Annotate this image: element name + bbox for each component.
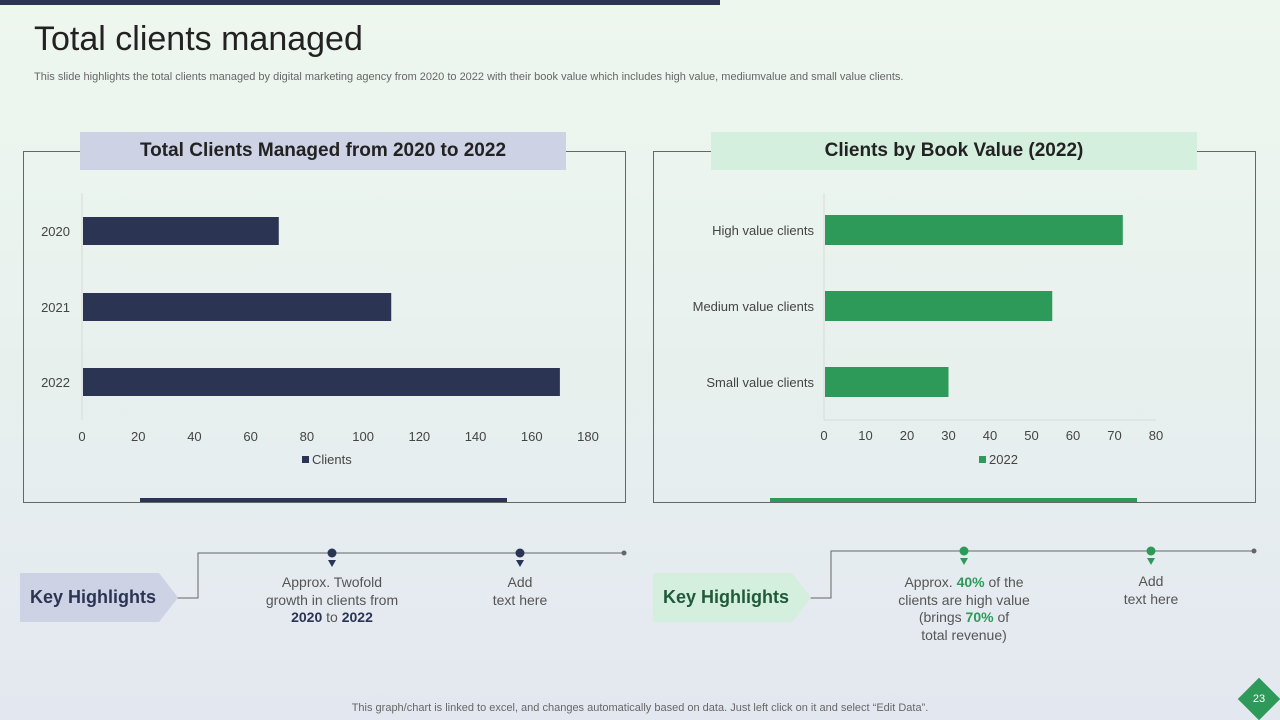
bar-small-value-clients	[825, 367, 949, 397]
x-tick-label: 60	[1066, 428, 1080, 443]
right-marker-2	[1146, 546, 1156, 565]
left-highlight-2: Add text here	[492, 574, 548, 608]
left-chart-title: Total Clients Managed from 2020 to 2022	[80, 132, 566, 170]
category-label: 2022	[41, 375, 70, 390]
x-tick-label: 0	[820, 428, 827, 443]
bar-high-value-clients	[825, 215, 1123, 245]
x-tick-label: 30	[941, 428, 955, 443]
left-marker-1	[327, 548, 337, 567]
left-highlight-1: Approx. Twofold growth in clients from 2…	[265, 574, 399, 625]
x-tick-label: 80	[300, 429, 314, 444]
right-highlight-1: Approx. 40% of the clients are high valu…	[898, 574, 1030, 643]
right-chart-title: Clients by Book Value (2022)	[711, 132, 1197, 170]
x-tick-label: 20	[131, 429, 145, 444]
bar-medium-value-clients	[825, 291, 1053, 321]
page-title: Total clients managed	[34, 20, 363, 58]
bar-2021	[83, 293, 392, 321]
x-tick-label: 40	[187, 429, 201, 444]
x-tick-label: 50	[1024, 428, 1038, 443]
x-tick-label: 70	[1107, 428, 1121, 443]
x-tick-label: 60	[243, 429, 257, 444]
top-accent-bar	[0, 0, 720, 5]
x-tick-label: 100	[352, 429, 374, 444]
category-label: 2021	[41, 300, 70, 315]
x-tick-label: 0	[78, 429, 85, 444]
key-highlights-left-label: Key Highlights	[20, 573, 178, 622]
category-label: 2020	[41, 224, 70, 239]
bar-2020	[83, 217, 279, 245]
x-tick-label: 40	[983, 428, 997, 443]
x-tick-label: 10	[858, 428, 872, 443]
page-number: 23	[1252, 693, 1266, 705]
left-timeline	[175, 552, 624, 599]
left-panel-underline	[140, 498, 507, 502]
right-marker-1	[959, 546, 969, 565]
legend-swatch	[302, 456, 309, 463]
right-highlight-2: Add text here	[1123, 573, 1179, 607]
left-timeline-end-dot	[621, 550, 627, 556]
right-timeline-end-dot	[1251, 548, 1257, 554]
category-label: Medium value clients	[693, 299, 815, 314]
footer-note: This graph/chart is linked to excel, and…	[351, 702, 929, 714]
x-tick-label: 120	[408, 429, 430, 444]
bar-2022	[83, 368, 560, 396]
x-tick-label: 20	[900, 428, 914, 443]
x-tick-label: 180	[577, 429, 599, 444]
legend-swatch	[979, 456, 986, 463]
category-label: Small value clients	[706, 375, 814, 390]
category-label: High value clients	[712, 223, 814, 238]
x-tick-label: 80	[1149, 428, 1163, 443]
right-timeline	[808, 550, 1254, 599]
legend-label: 2022	[989, 452, 1018, 467]
x-tick-label: 140	[465, 429, 487, 444]
left-marker-2	[515, 548, 525, 567]
x-tick-label: 160	[521, 429, 543, 444]
key-highlights-right-label: Key Highlights	[653, 573, 811, 622]
right-panel-underline	[770, 498, 1137, 502]
page-subtitle: This slide highlights the total clients …	[34, 71, 904, 83]
legend-label: Clients	[312, 452, 352, 467]
